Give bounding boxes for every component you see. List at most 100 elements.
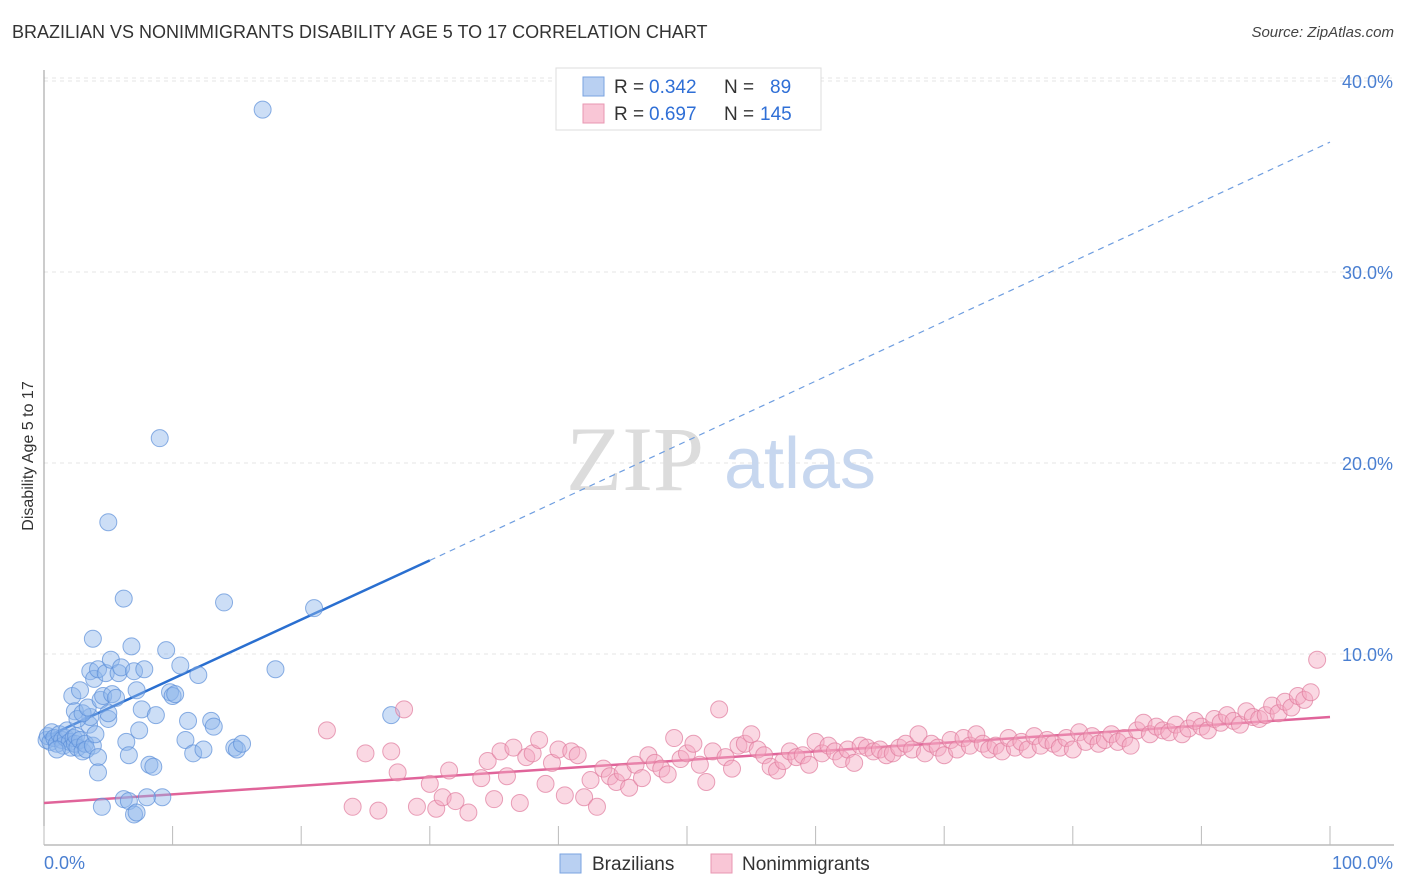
brazilians-point: [122, 637, 141, 656]
brazilians-point: [144, 757, 163, 776]
nonimmigrants-point: [793, 746, 812, 765]
nonimmigrants-point: [459, 803, 478, 822]
brazilians-point: [92, 797, 111, 816]
brazilians-point: [227, 740, 246, 759]
brazilians-point: [125, 805, 144, 824]
nonimmigrants-point: [472, 769, 491, 788]
nonimmigrants-point: [639, 746, 658, 765]
brazilians-point: [157, 641, 176, 660]
brazilians-point: [204, 717, 223, 736]
legend-n-label-2: N =: [724, 104, 754, 125]
brazilians-point: [58, 721, 77, 740]
nonimmigrants-point: [555, 786, 574, 805]
nonimmigrants-point: [446, 792, 465, 811]
bottom-legend-swatch-brazilians: [559, 853, 582, 874]
legend-n-label-1: N =: [724, 77, 754, 98]
brazilians-point: [101, 650, 120, 669]
axes: [43, 70, 1394, 846]
brazilians-point: [89, 748, 108, 767]
nonimmigrants-point: [382, 742, 401, 761]
nonimmigrants-point: [581, 771, 600, 790]
brazilians-point: [171, 656, 190, 675]
brazilians-point: [215, 593, 234, 612]
nonimmigrants-point: [678, 744, 696, 763]
brazilians-point: [73, 704, 92, 723]
legend-swatch-nonimmigrants: [582, 103, 605, 124]
brazilians-point: [137, 788, 156, 807]
nonimmigrants-point: [317, 721, 336, 740]
nonimmigrants-point: [845, 753, 864, 772]
nonimmigrants-point: [420, 774, 439, 793]
nonimmigrants-point: [356, 744, 375, 763]
bottom-legend-swatch-nonimmigrants: [710, 853, 733, 874]
nonimmigrants-point: [504, 738, 523, 757]
nonimmigrants-point: [658, 765, 677, 784]
brazilians-point: [184, 744, 203, 763]
brazilians-point: [233, 734, 252, 753]
nonimmigrants-point: [530, 730, 549, 749]
legend-r-label-2: R =: [614, 104, 644, 125]
nonimmigrants-point: [800, 755, 819, 774]
nonimmigrants-point: [909, 725, 928, 744]
nonimmigrants-point: [665, 729, 684, 748]
nonimmigrants-point: [1301, 683, 1320, 702]
brazilians-point: [266, 660, 285, 679]
nonimmigrants-point: [710, 700, 729, 719]
watermark-zip: ZIP: [566, 408, 704, 510]
brazilians-point: [135, 660, 154, 679]
nonimmigrants-point: [343, 797, 362, 816]
y-tick-label: 10.0%: [1342, 645, 1393, 665]
brazilians-point: [68, 709, 87, 728]
nonimmigrants-point: [485, 790, 504, 809]
brazilians-point: [114, 589, 133, 608]
nonimmigrants-point: [395, 700, 414, 719]
bottom-legend-brazilians: Brazilians: [592, 854, 674, 875]
brazilians-point: [130, 721, 149, 740]
nonimmigrants-point: [1121, 736, 1140, 755]
brazilians-point: [64, 729, 83, 748]
brazilians-point: [166, 685, 185, 704]
nonimmigrants-point: [742, 725, 761, 744]
source-label: Source: ZipAtlas.com: [1251, 24, 1394, 41]
brazilians-point: [163, 687, 182, 706]
brazilians-point: [146, 706, 165, 725]
brazilians-point: [176, 730, 195, 749]
nonimmigrants-point: [427, 799, 446, 818]
nonimmigrants-point: [568, 746, 587, 765]
brazilians-point: [99, 513, 118, 532]
legend-r-value-2: 0.697: [649, 104, 697, 125]
nonimmigrants-point: [690, 755, 709, 774]
nonimmigrants-point: [768, 761, 787, 780]
nonimmigrants-point: [697, 772, 716, 791]
nonimmigrants-point: [587, 797, 606, 816]
trendlines: [43, 141, 1331, 805]
brazilians-trendline-extension: [429, 141, 1331, 561]
brazilians-point: [83, 736, 102, 755]
x-tick-label-end: 100.0%: [1332, 853, 1393, 873]
y-tick-label: 30.0%: [1342, 263, 1393, 283]
nonimmigrants-point: [620, 778, 639, 797]
brazilians-point: [86, 725, 105, 744]
brazilians-point: [253, 100, 272, 119]
brazilians-point: [107, 688, 126, 707]
tick-labels: 10.0% 20.0% 30.0% 40.0% 0.0% 100.0%: [44, 72, 1393, 873]
brazilians-point: [179, 711, 198, 730]
grid-lines: [44, 77, 1394, 655]
nonimmigrants-point: [407, 797, 426, 816]
brazilians-point: [99, 704, 118, 723]
brazilians-point: [119, 746, 138, 765]
brazilians-point: [150, 429, 169, 448]
brazilians-point: [47, 740, 66, 759]
brazilians-trendline: [43, 559, 431, 740]
nonimmigrants-point: [716, 748, 735, 767]
brazilians-point: [71, 681, 90, 700]
x-tick-label-start: 0.0%: [44, 853, 85, 873]
nonimmigrants-point: [967, 725, 986, 744]
correlation-legend: R = 0.342 N = 89 R = 0.697 N = 145: [555, 67, 822, 131]
nonimmigrants-trendline: [43, 715, 1331, 805]
nonimmigrants-point: [497, 767, 516, 786]
nonimmigrants-point: [478, 751, 497, 770]
bottom-legend-nonimmigrants: Nonimmigrants: [742, 854, 870, 875]
brazilians-point: [194, 740, 213, 759]
